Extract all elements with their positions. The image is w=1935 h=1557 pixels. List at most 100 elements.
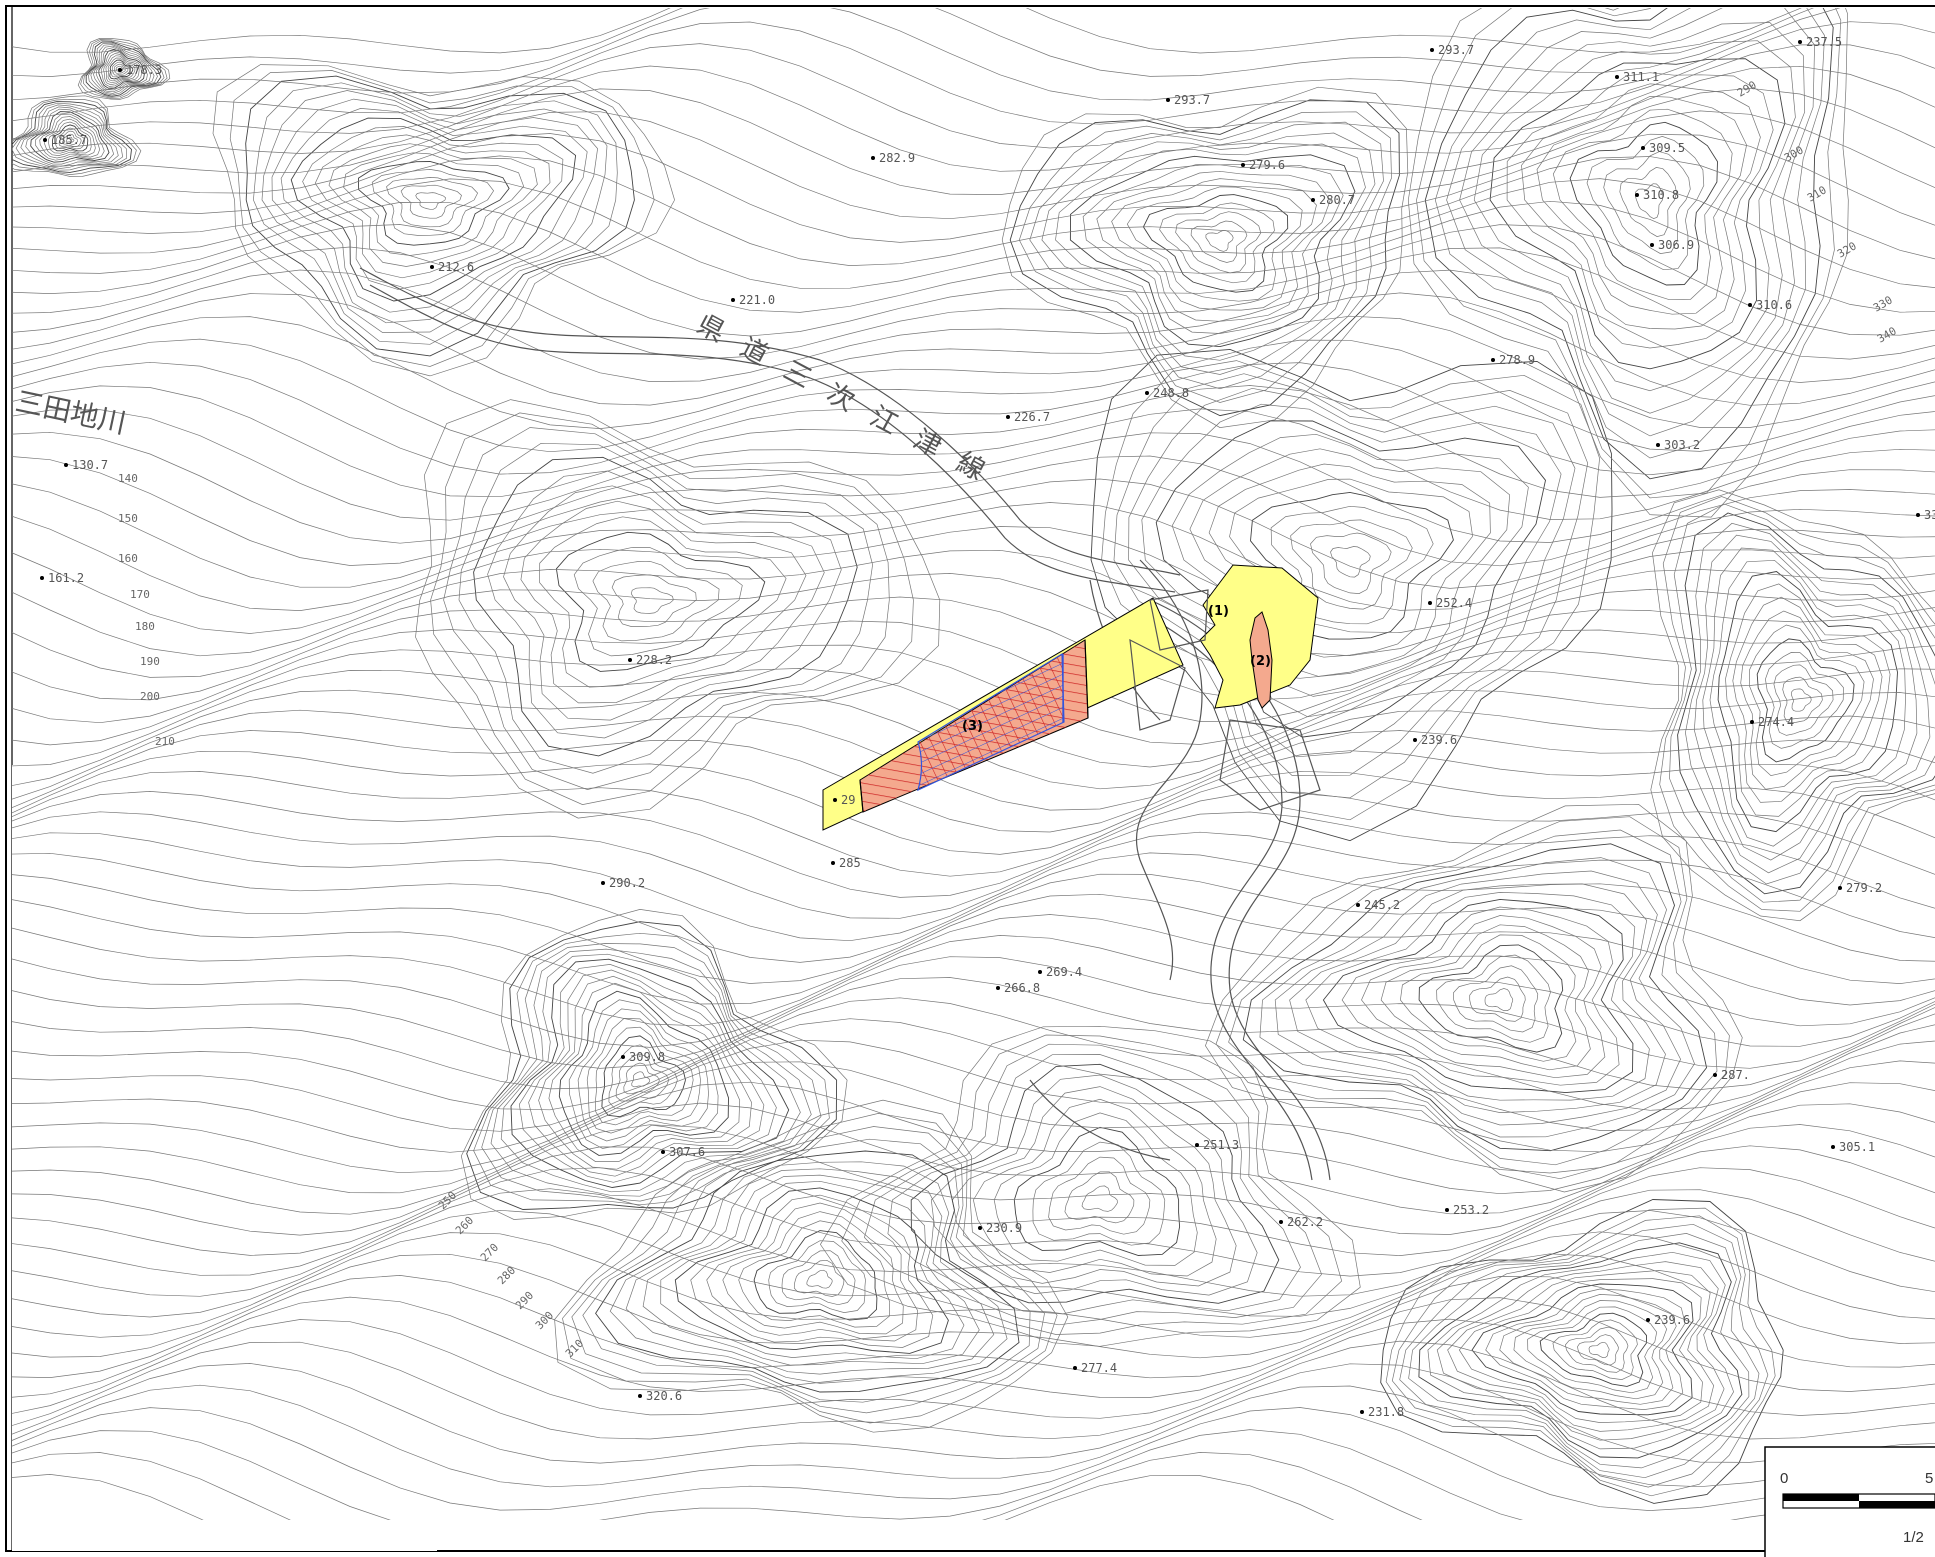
elevation-label: 309.8 [629, 1050, 665, 1064]
elevation-point [1195, 1143, 1199, 1147]
elevation-point [430, 265, 434, 269]
elevation-label: 231.8 [1368, 1405, 1404, 1419]
elevation-point [118, 68, 122, 72]
elevation-label: 285 [839, 856, 861, 870]
elevation-label: 262.2 [1287, 1215, 1323, 1229]
structures [1129, 589, 1321, 811]
contour-value-label: 260 [453, 1214, 476, 1237]
elevation-label: 178.3 [126, 63, 162, 77]
elevation-label: 290.2 [609, 876, 645, 890]
elevation-label: 303.2 [1664, 438, 1700, 452]
elevation-label: 279.2 [1846, 881, 1882, 895]
elevation-point [871, 156, 875, 160]
elevation-point [638, 1394, 642, 1398]
elevation-label: 320.6 [646, 1389, 682, 1403]
elevation-point [601, 881, 605, 885]
elevation-label: 332.6 [1924, 508, 1935, 522]
elevation-point [1748, 303, 1752, 307]
scale-start: 0 [1780, 1470, 1788, 1487]
elevation-label: 274.4 [1758, 715, 1794, 729]
contour-value-label: 300 [1782, 143, 1806, 164]
elevation-label: 248.8 [1153, 386, 1189, 400]
contour-value-label: 170 [130, 588, 150, 601]
contour-value-label: 270 [478, 1241, 501, 1264]
elevation-label: 237.5 [1806, 35, 1842, 49]
elevation-label: 287. [1721, 1068, 1750, 1082]
elevation-label: 130.7 [72, 458, 108, 472]
contour-value-label: 280 [495, 1264, 518, 1287]
contour-value-label: 190 [140, 655, 160, 668]
elevation-label: 293.7 [1438, 43, 1474, 57]
map-frame [5, 5, 1935, 1552]
elevation-label: 311.1 [1623, 70, 1659, 84]
scale-bar: 0 5 1/2 [1764, 1446, 1935, 1557]
elevation-label: 279.6 [1249, 158, 1285, 172]
contour-value-label: 180 [135, 620, 155, 633]
elevation-point [1838, 886, 1842, 890]
elevation-label: 307.6 [669, 1145, 705, 1159]
elevation-label: 221.0 [739, 293, 775, 307]
elevation-point [64, 463, 68, 467]
elevation-point [1241, 163, 1245, 167]
elevation-label: 282.9 [879, 151, 915, 165]
elevation-point [1798, 40, 1802, 44]
elevation-label: 239.6 [1654, 1313, 1690, 1327]
elevation-point [1445, 1208, 1449, 1212]
elevation-point [1615, 75, 1619, 79]
contour-value-label: 290 [513, 1289, 536, 1312]
contour-value-label: 250 [436, 1189, 459, 1212]
elevation-label: 226.7 [1014, 410, 1050, 424]
elevation-points: 178.3 185.7 212.6 221.0 282.9 293.7 279.6 280.7… [40, 35, 1935, 1419]
elevation-point [1750, 720, 1754, 724]
elevation-point [1073, 1366, 1077, 1370]
elevation-point [1166, 98, 1170, 102]
elevation-point [831, 861, 835, 865]
elevation-label: 306.9 [1658, 238, 1694, 252]
elevation-label: 252.4 [1436, 596, 1472, 610]
contour-value-label: 310 [1805, 183, 1829, 204]
elevation-point [621, 1055, 625, 1059]
elevation-label: 278.9 [1499, 353, 1535, 367]
hazard-zone-1-2 [1199, 564, 1319, 709]
elevation-label: 161.2 [48, 571, 84, 585]
elevation-label: 310.8 [1643, 188, 1679, 202]
elevation-point [833, 798, 837, 802]
contour-value-label: 320 [1835, 239, 1859, 260]
elevation-point [1311, 198, 1315, 202]
elevation-label: 277.4 [1081, 1361, 1117, 1375]
elevation-point [1038, 970, 1042, 974]
elevation-label: 239.6 [1421, 733, 1457, 747]
elevation-label: 305.1 [1839, 1140, 1875, 1154]
contour-value-label: 290 [1735, 78, 1759, 99]
elevation-point [1713, 1073, 1717, 1077]
elevation-point [1360, 1410, 1364, 1414]
elevation-label: 212.6 [438, 260, 474, 274]
elevation-point [1916, 513, 1920, 517]
elevation-point [661, 1150, 665, 1154]
elevation-label: 251.3 [1203, 1138, 1239, 1152]
elevation-point [1831, 1145, 1835, 1149]
road-name: 県道三次江津線 [692, 309, 1009, 497]
hazard-zone-3 [822, 597, 1184, 831]
elevation-point [996, 986, 1000, 990]
elevation-point [1491, 358, 1495, 362]
elevation-point [40, 576, 44, 580]
elevation-point [1635, 193, 1639, 197]
scale-end: 5 [1925, 1470, 1933, 1487]
road-label: 県道三次江津線 [692, 309, 1009, 497]
river-label: 三田地川 [13, 385, 129, 441]
road-outline [359, 267, 1331, 1181]
elevation-label: 230.9 [986, 1221, 1022, 1235]
elevation-point [43, 138, 47, 142]
contour-value-label: 200 [140, 690, 160, 703]
elevation-point [1279, 1220, 1283, 1224]
blank-area [12, 765, 437, 1551]
elevation-point [1656, 443, 1660, 447]
elevation-label: 310.6 [1756, 298, 1792, 312]
elevation-point [1006, 415, 1010, 419]
elevation-label: 293.7 [1174, 93, 1210, 107]
contour-value-label: 310 [563, 1337, 586, 1360]
elevation-label: 309.5 [1649, 141, 1685, 155]
contour-value-label: 150 [118, 512, 138, 525]
elevation-point [731, 298, 735, 302]
